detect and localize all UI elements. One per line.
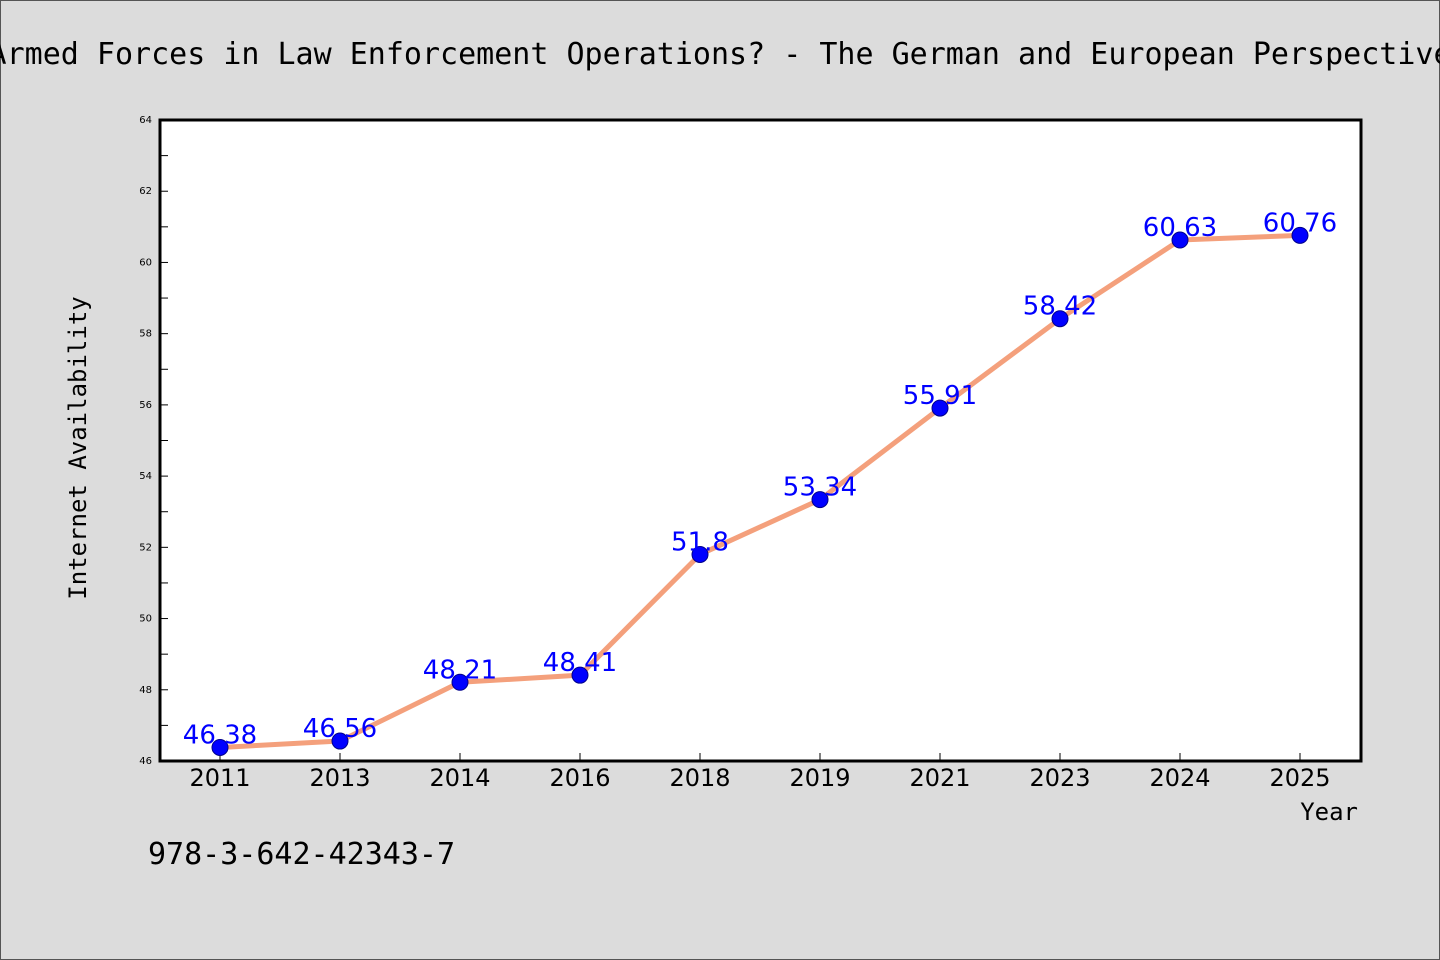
x-tick-label: 2019 xyxy=(789,764,850,792)
y-tick-label: 64 xyxy=(139,115,152,126)
data-label: 48.41 xyxy=(543,648,617,678)
data-point xyxy=(451,673,469,691)
data-labels: 46.38 46.56 48.21 48.41 51.8 53.34 55.91 58.42 6… xyxy=(183,208,1337,750)
data-point xyxy=(331,732,349,750)
data-label: 48.21 xyxy=(423,655,497,685)
y-tick-label: 62 xyxy=(139,186,152,197)
y-axis-label: Internet Availability xyxy=(64,296,92,599)
x-tick-label: 2014 xyxy=(429,764,490,792)
data-point xyxy=(1051,310,1069,328)
y-tick-label: 52 xyxy=(139,542,152,553)
y-tick-label: 48 xyxy=(139,685,152,696)
x-tick-label: 2016 xyxy=(549,764,610,792)
plot-frame xyxy=(158,118,1363,763)
data-point xyxy=(1171,231,1189,249)
data-point xyxy=(1291,226,1309,244)
isbn-annotation: 978-3-642-42343-7 xyxy=(148,837,455,872)
x-tick-label: 2023 xyxy=(1029,764,1090,792)
x-tick-label: 2024 xyxy=(1149,764,1210,792)
data-point xyxy=(811,491,829,509)
data-point xyxy=(571,666,589,684)
series-line xyxy=(217,232,1303,750)
data-point xyxy=(931,399,949,417)
data-label: 55.91 xyxy=(903,381,977,411)
x-tick-label: 2013 xyxy=(309,764,370,792)
x-tick-label: 2021 xyxy=(909,764,970,792)
data-point xyxy=(691,545,709,563)
data-label: 46.38 xyxy=(183,720,257,750)
y-tick-label: 54 xyxy=(139,471,152,482)
y-tick-label: 46 xyxy=(139,756,152,767)
axis-ticks: 46 48 50 52 54 56 58 60 62 64 2011 2013 2014 2016 2018… xyxy=(139,115,1330,792)
chart-title: Armed Forces in Law Enforcement Operatio… xyxy=(0,37,1440,72)
series-line-group xyxy=(211,226,1309,756)
x-tick-label: 2025 xyxy=(1269,764,1330,792)
data-label: 46.56 xyxy=(303,714,377,744)
data-label: 58.42 xyxy=(1023,292,1097,322)
x-axis-label: Year xyxy=(1300,798,1358,826)
x-tick-label: 2011 xyxy=(189,764,250,792)
data-label: 51.8 xyxy=(671,527,729,557)
data-point xyxy=(211,738,229,756)
data-label: 60.76 xyxy=(1263,208,1337,238)
x-tick-label: 2018 xyxy=(669,764,730,792)
y-tick-label: 60 xyxy=(139,257,152,268)
y-tick-label: 56 xyxy=(139,400,152,411)
data-label: 53.34 xyxy=(783,473,857,503)
y-tick-label: 58 xyxy=(139,329,152,340)
plot-area xyxy=(160,120,1361,761)
y-tick-label: 50 xyxy=(139,614,152,625)
data-label: 60.63 xyxy=(1143,213,1217,243)
